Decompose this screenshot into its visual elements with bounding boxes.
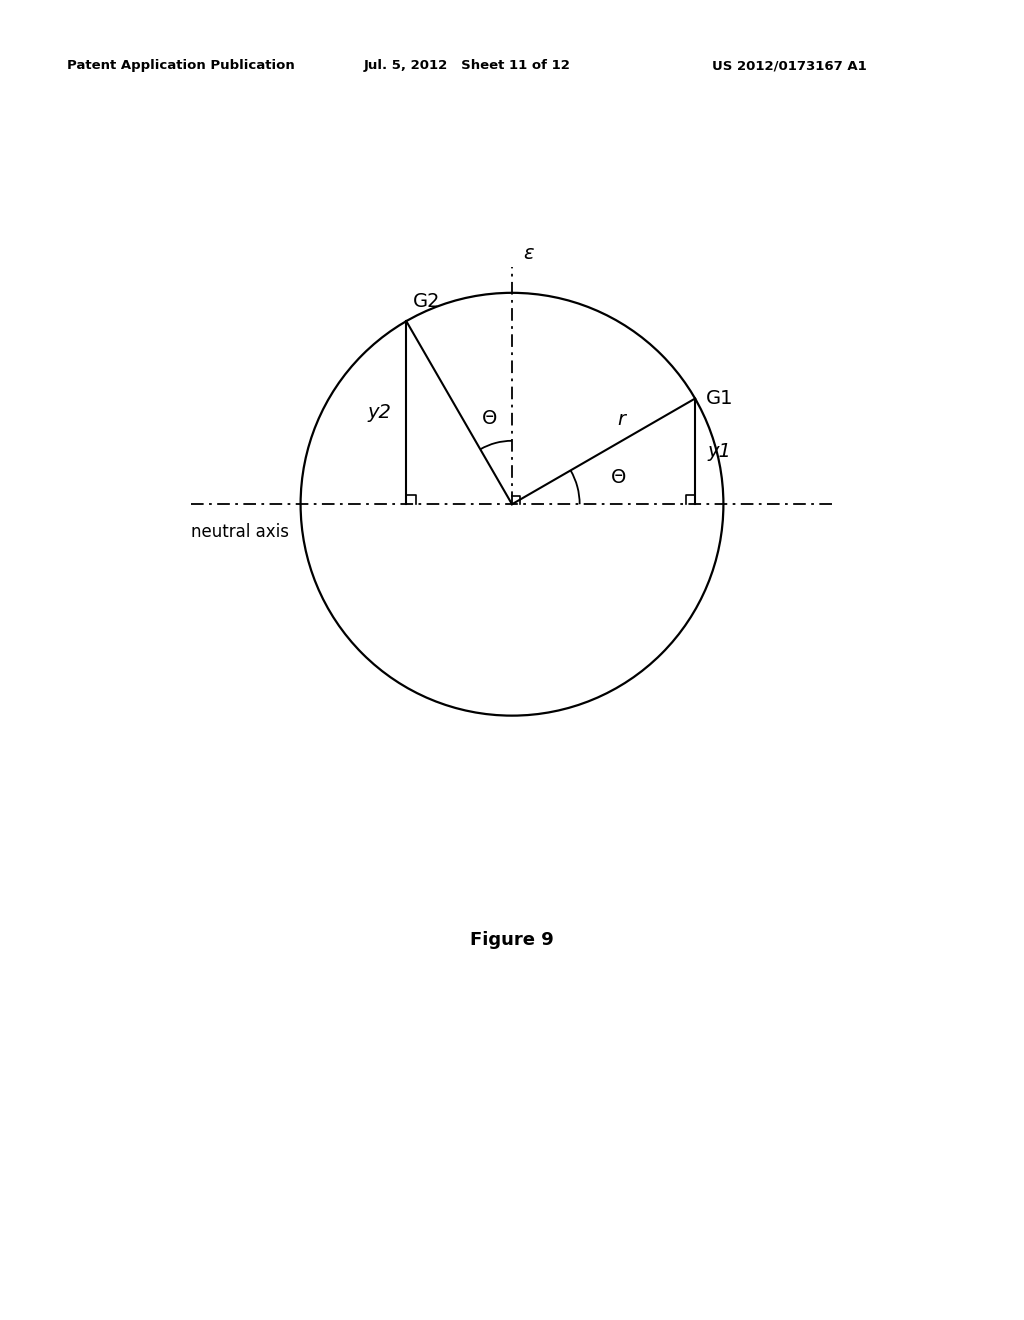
Text: y1: y1 xyxy=(708,442,731,461)
Text: $\Theta$: $\Theta$ xyxy=(610,469,627,487)
Text: $\varepsilon$: $\varepsilon$ xyxy=(522,244,535,263)
Text: neutral axis: neutral axis xyxy=(190,523,289,541)
Text: r: r xyxy=(616,411,625,429)
Text: G1: G1 xyxy=(706,389,733,408)
Text: y2: y2 xyxy=(368,403,391,422)
Text: Figure 9: Figure 9 xyxy=(470,931,554,949)
Text: $\Theta$: $\Theta$ xyxy=(481,409,497,428)
Text: Patent Application Publication: Patent Application Publication xyxy=(67,59,294,73)
Text: G2: G2 xyxy=(413,292,440,310)
Text: Jul. 5, 2012   Sheet 11 of 12: Jul. 5, 2012 Sheet 11 of 12 xyxy=(364,59,570,73)
Text: US 2012/0173167 A1: US 2012/0173167 A1 xyxy=(712,59,866,73)
